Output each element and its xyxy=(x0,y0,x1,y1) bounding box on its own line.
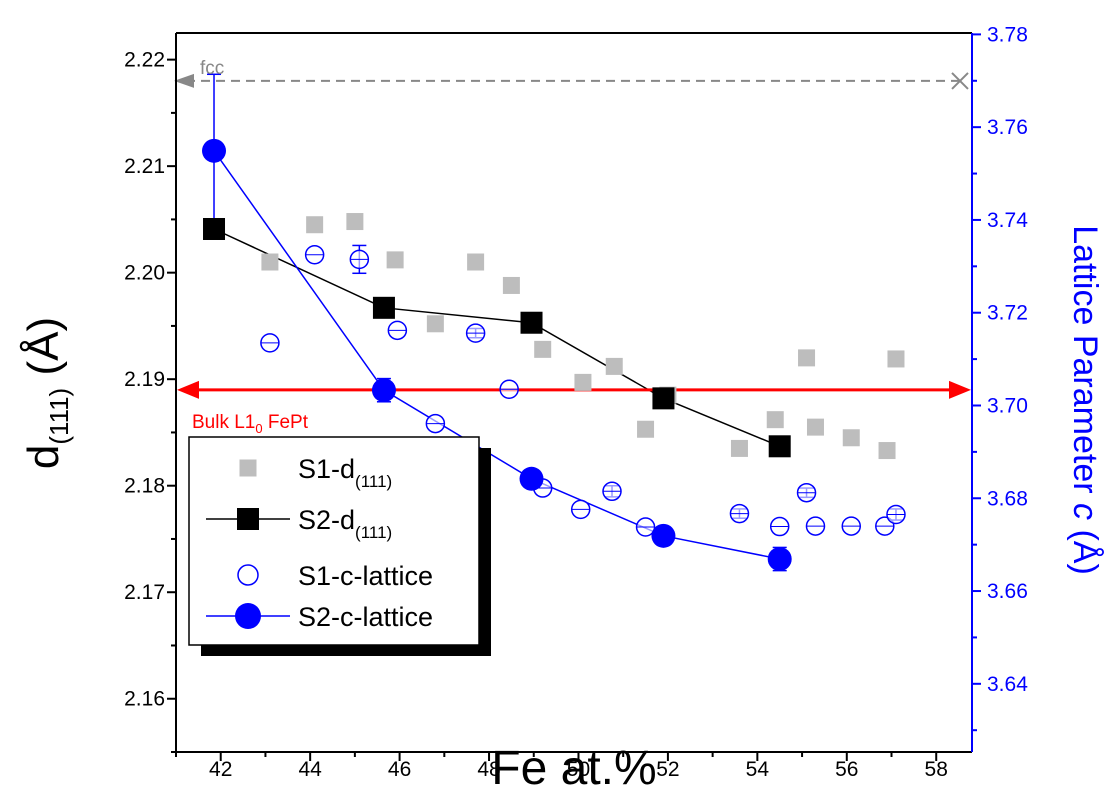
y-left-tick-label: 2.17 xyxy=(124,581,165,604)
y-right-tick-label: 3.66 xyxy=(987,580,1028,603)
bulk-label: Bulk L10 FePt xyxy=(192,412,309,436)
bulk-arrow-left xyxy=(177,380,199,399)
data-point xyxy=(372,296,395,319)
legend-label: S2-c-lattice xyxy=(298,602,433,632)
fcc-end-marker xyxy=(951,72,969,90)
x-tick-label: 52 xyxy=(656,758,679,781)
y-left-axis-title: d(111) (Å) xyxy=(19,317,74,469)
bulk-arrow-right xyxy=(949,380,971,399)
data-point xyxy=(306,216,324,234)
data-point xyxy=(767,547,792,572)
data-point xyxy=(261,253,279,271)
legend-label: S2-d(111) xyxy=(298,505,392,542)
plot-frame xyxy=(175,32,973,753)
y-right-tick-label: 3.74 xyxy=(987,209,1028,232)
fcc-label: fcc xyxy=(200,58,224,79)
legend-marker xyxy=(239,459,257,477)
y-right-tick-label: 3.70 xyxy=(987,394,1028,417)
axis-labels: Fe at.% d(111) (Å) Lattice Parameter c (Å) xyxy=(19,225,1104,789)
legend-marker xyxy=(235,603,261,629)
data-point xyxy=(652,387,675,410)
data-point xyxy=(520,311,543,334)
legend: S1-d(111) S2-d(111) S1-c-lattice S2-c-latti… xyxy=(188,436,491,656)
data-point xyxy=(806,418,824,436)
data-point xyxy=(502,276,520,294)
data-point xyxy=(768,435,791,458)
legend-marker xyxy=(237,564,259,586)
data-point xyxy=(651,523,676,548)
data-point xyxy=(519,466,544,491)
data-point xyxy=(386,251,404,269)
data-markers xyxy=(202,138,906,572)
data-point xyxy=(346,213,364,231)
axis-ticks: 42 44 46 48 50 52 54 56 58 2.16 2.17 2.18 2.19 2.20 2.… xyxy=(124,23,1028,781)
x-tick-label: 44 xyxy=(298,758,322,781)
legend-marker xyxy=(237,508,259,530)
y-right-axis-title: Lattice Parameter c (Å) xyxy=(1066,225,1104,575)
fcc-arrow-left xyxy=(174,73,194,88)
y-left-tick-label: 2.16 xyxy=(124,688,165,711)
y-right-tick-label: 3.68 xyxy=(987,487,1028,510)
data-point xyxy=(766,411,784,429)
x-axis-title: Fe at.% xyxy=(491,742,656,789)
x-tick-label: 50 xyxy=(567,758,590,781)
reference-lines: fcc Bulk L10 FePt xyxy=(174,58,971,436)
y-right-tick-label: 3.72 xyxy=(987,302,1028,325)
data-point xyxy=(202,138,227,163)
y-right-tick-label: 3.76 xyxy=(987,116,1028,139)
x-tick-label: 48 xyxy=(477,758,500,781)
legend-label: S1-c-lattice xyxy=(298,561,433,591)
x-tick-label: 46 xyxy=(388,758,411,781)
data-point xyxy=(887,350,905,368)
data-point xyxy=(842,429,860,447)
y-left-tick-label: 2.20 xyxy=(124,262,165,285)
x-tick-label: 58 xyxy=(925,758,948,781)
data-point xyxy=(467,253,485,271)
y-right-tick-label: 3.78 xyxy=(987,23,1028,46)
y-left-tick-label: 2.22 xyxy=(124,49,165,72)
legend-label: S1-d(111) xyxy=(298,454,392,491)
y-left-tick-label: 2.18 xyxy=(124,475,165,498)
data-point xyxy=(574,373,592,391)
data-point xyxy=(637,420,655,438)
data-point xyxy=(798,349,816,367)
x-tick-label: 54 xyxy=(746,758,770,781)
data-point xyxy=(203,217,226,240)
data-point xyxy=(730,439,748,457)
data-point xyxy=(371,378,396,403)
x-tick-label: 42 xyxy=(209,758,232,781)
y-right-tick-label: 3.64 xyxy=(987,673,1028,696)
data-point xyxy=(534,340,552,358)
data-point xyxy=(426,315,444,333)
data-point xyxy=(878,442,896,460)
y-left-tick-label: 2.21 xyxy=(124,155,165,178)
y-left-tick-label: 2.19 xyxy=(124,368,165,391)
data-point xyxy=(605,357,623,375)
x-tick-label: 56 xyxy=(835,758,858,781)
